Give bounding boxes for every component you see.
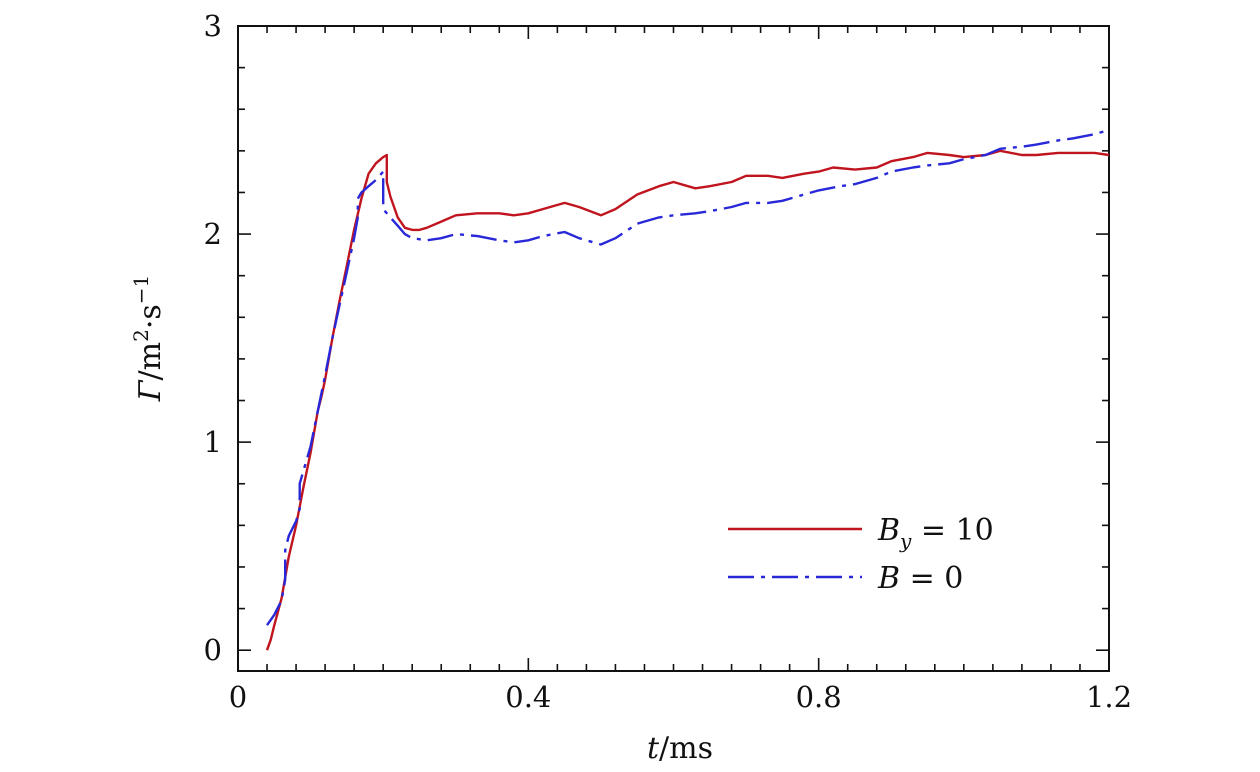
y-tick-label: 1 [204,425,222,459]
y-axis-unit-a: /m [133,342,168,381]
x-tick-labels: 0 0.4 0.8 1.2 [229,680,1132,714]
legend: By = 10 B = 0 [728,513,994,596]
legend-label-b0-rest: = 0 [900,561,963,596]
y-axis-sup-b: −1 [129,275,153,304]
x-tick-label: 0.8 [796,680,842,714]
legend-label-by10-sub: y [899,529,912,553]
legend-label-by10-rest: = 10 [911,513,993,548]
x-axis-title: t/ms [647,731,713,766]
x-tick-label: 1.2 [1086,680,1132,714]
series-line-b0 [266,128,1110,626]
y-axis-sup-a: 2 [129,329,153,342]
y-tick-labels: 0 1 2 3 [204,9,222,667]
x-axis-unit: /ms [659,731,713,766]
x-tick-label: 0 [229,680,247,714]
x-axis-var: t [647,731,660,766]
legend-label-b0-var: B [877,561,900,596]
legend-label-by10-var: B [877,513,900,548]
y-tick-label: 2 [204,217,222,251]
y-axis-title: Γ/m2·s−1 [129,275,168,403]
series-layer [265,128,1110,651]
plot-frame [237,25,1110,672]
y-tick-label: 0 [204,633,222,667]
y-tick-label: 3 [204,9,222,43]
legend-label-b0: B = 0 [877,561,963,596]
legend-label-by10: By = 10 [877,513,994,553]
series-line-by10 [265,149,1110,651]
y-axis-var: Γ [133,379,168,402]
y-axis-unit-b: ·s [133,304,168,329]
x-tick-label: 0.4 [505,680,551,714]
axis-ticks [237,25,1110,671]
